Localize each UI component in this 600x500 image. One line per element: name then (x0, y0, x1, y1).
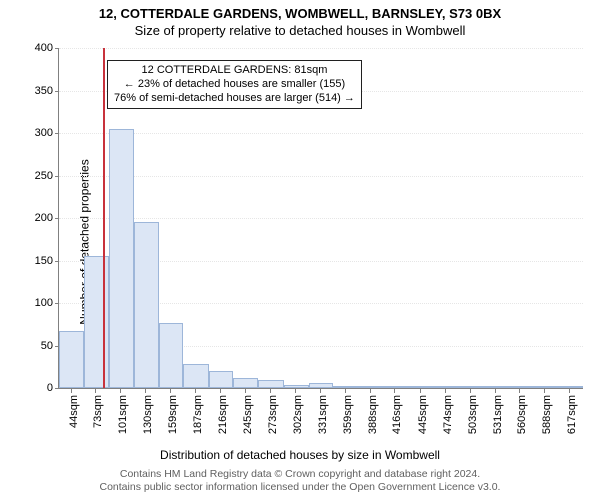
plot-area: 05010015020025030035040012 COTTERDALE GA… (58, 48, 583, 389)
x-tick-mark (569, 389, 570, 393)
y-tick-mark (55, 303, 59, 304)
x-tick-mark (295, 389, 296, 393)
x-tick-mark (120, 389, 121, 393)
annotation-line: 12 COTTERDALE GARDENS: 81sqm (114, 64, 355, 78)
y-tick-label: 350 (35, 85, 53, 97)
x-tick-mark (145, 389, 146, 393)
x-tick-label: 187sqm (192, 395, 204, 434)
x-tick-label: 159sqm (167, 395, 179, 434)
x-ticks: 44sqm 73sqm 101sqm 130sqm 159sqm 187sqm 216sqm… (58, 389, 582, 445)
x-tick-mark (445, 389, 446, 393)
x-axis-label: Distribution of detached houses by size … (0, 446, 600, 462)
histogram-bar (408, 386, 433, 388)
x-tick-label: 302sqm (292, 395, 304, 434)
histogram-bar (159, 323, 183, 388)
y-tick-label: 50 (41, 340, 53, 352)
histogram-bar (358, 386, 382, 388)
x-tick-label: 273sqm (267, 395, 279, 434)
page-subtitle: Size of property relative to detached ho… (0, 21, 600, 38)
gridline (59, 48, 583, 49)
footer: Contains HM Land Registry data © Crown c… (0, 462, 600, 494)
x-tick-mark (495, 389, 496, 393)
x-tick-mark (394, 389, 395, 393)
x-tick-label: 216sqm (217, 395, 229, 434)
x-tick-label: 503sqm (467, 395, 479, 434)
x-tick-label: 416sqm (391, 395, 403, 434)
y-tick-mark (55, 261, 59, 262)
histogram-bar (433, 386, 458, 388)
y-tick-mark (55, 133, 59, 134)
x-tick-label: 73sqm (92, 395, 104, 428)
x-tick-mark (195, 389, 196, 393)
x-tick-label: 445sqm (417, 395, 429, 434)
x-tick-mark (170, 389, 171, 393)
histogram-bar (233, 378, 258, 388)
y-tick-label: 150 (35, 255, 53, 267)
y-tick-mark (55, 218, 59, 219)
x-tick-mark (519, 389, 520, 393)
x-tick-mark (220, 389, 221, 393)
x-tick-label: 388sqm (367, 395, 379, 434)
histogram-bar (284, 385, 309, 388)
y-tick-label: 0 (47, 382, 53, 394)
x-tick-mark (370, 389, 371, 393)
histogram-bar (258, 380, 283, 388)
x-tick-mark (345, 389, 346, 393)
x-tick-label: 44sqm (68, 395, 80, 428)
y-tick-label: 300 (35, 127, 53, 139)
y-tick-label: 400 (35, 42, 53, 54)
histogram-bar (59, 331, 84, 388)
marker-line (103, 48, 105, 388)
footer-line2: Contains public sector information licen… (0, 481, 600, 494)
histogram-bar (134, 222, 159, 388)
y-tick-mark (55, 91, 59, 92)
histogram-bar (109, 129, 134, 388)
x-tick-label: 359sqm (342, 395, 354, 434)
y-tick-label: 200 (35, 212, 53, 224)
x-tick-mark (320, 389, 321, 393)
y-tick-mark (55, 48, 59, 49)
x-tick-mark (71, 389, 72, 393)
histogram-bar (309, 383, 333, 388)
x-tick-label: 474sqm (442, 395, 454, 434)
x-tick-mark (420, 389, 421, 393)
page-title: 12, COTTERDALE GARDENS, WOMBWELL, BARNSL… (0, 0, 600, 21)
histogram-bar (533, 386, 558, 388)
x-tick-label: 588sqm (541, 395, 553, 434)
histogram-chart: Number of detached properties 0501001502… (0, 38, 600, 446)
x-tick-mark (470, 389, 471, 393)
histogram-bar (383, 386, 408, 388)
histogram-bar (333, 386, 358, 388)
gridline (59, 133, 583, 134)
x-tick-label: 560sqm (516, 395, 528, 434)
x-tick-mark (95, 389, 96, 393)
x-tick-mark (544, 389, 545, 393)
x-tick-label: 245sqm (242, 395, 254, 434)
footer-line1: Contains HM Land Registry data © Crown c… (0, 468, 600, 481)
y-tick-mark (55, 176, 59, 177)
y-tick-label: 250 (35, 170, 53, 182)
gridline (59, 218, 583, 219)
histogram-bar (459, 386, 483, 388)
histogram-bar (183, 364, 208, 388)
histogram-bar (508, 386, 532, 388)
x-tick-mark (270, 389, 271, 393)
annotation-line: ← 23% of detached houses are smaller (15… (114, 78, 355, 92)
annotation-box: 12 COTTERDALE GARDENS: 81sqm← 23% of det… (107, 60, 362, 109)
x-tick-label: 617sqm (566, 395, 578, 434)
x-tick-label: 101sqm (117, 395, 129, 434)
gridline (59, 176, 583, 177)
x-tick-label: 531sqm (492, 395, 504, 434)
histogram-bar (483, 386, 508, 388)
histogram-bar (209, 371, 233, 388)
annotation-line: 76% of semi-detached houses are larger (… (114, 92, 355, 106)
y-tick-label: 100 (35, 297, 53, 309)
x-tick-label: 331sqm (317, 395, 329, 434)
x-tick-label: 130sqm (142, 395, 154, 434)
histogram-bar (558, 386, 583, 388)
x-tick-mark (245, 389, 246, 393)
